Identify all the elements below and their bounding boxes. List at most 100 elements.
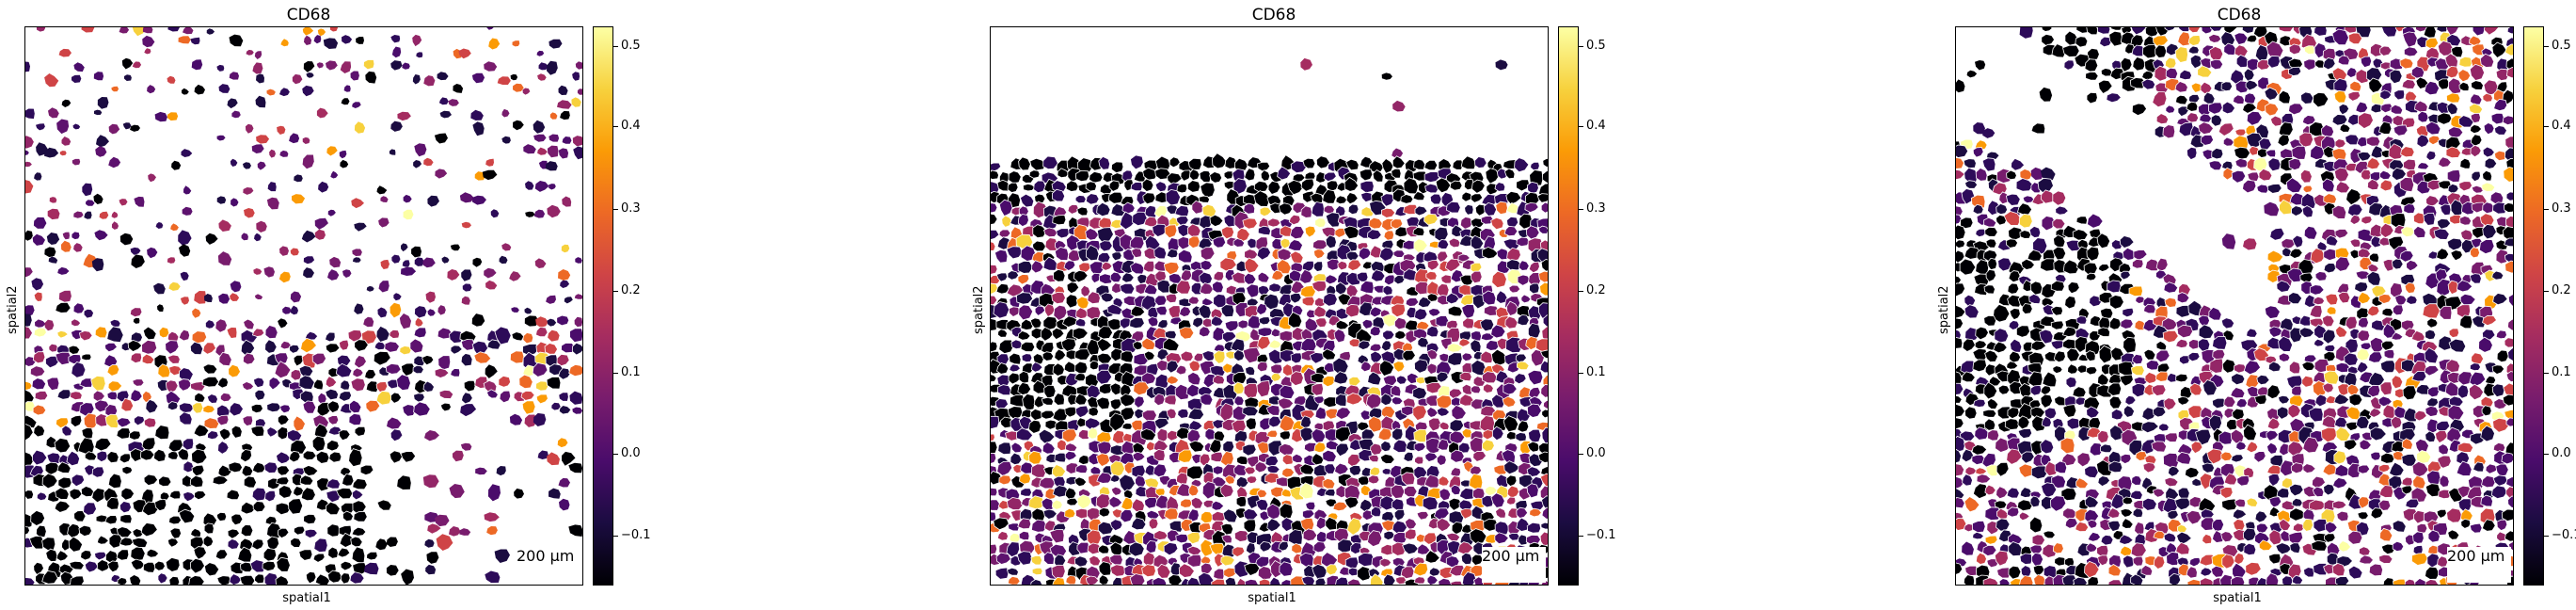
cell [1525, 225, 1540, 240]
cell [2269, 115, 2283, 127]
cell [2291, 145, 2307, 160]
cell [1368, 160, 1385, 173]
cell [1390, 384, 1402, 397]
cell [1199, 169, 1212, 183]
cell [1090, 272, 1102, 284]
cell [204, 294, 213, 302]
cell [2107, 280, 2122, 294]
cell [2258, 168, 2273, 182]
cell [2380, 452, 2395, 464]
cell [490, 209, 500, 218]
cell [2151, 384, 2167, 396]
cell [1141, 409, 1157, 422]
cell [2052, 217, 2066, 230]
cell [484, 363, 499, 379]
cell [280, 39, 289, 47]
cell [1056, 228, 1071, 239]
cell [2266, 336, 2282, 350]
cell [2235, 441, 2247, 451]
cell [2039, 87, 2053, 102]
cell [1536, 193, 1548, 203]
cell [2009, 308, 2021, 321]
cell [288, 498, 304, 515]
cell [1335, 195, 1348, 205]
cell [1221, 534, 1232, 544]
cell [2019, 230, 2032, 239]
cell [423, 75, 436, 87]
cell [533, 134, 547, 142]
cell [155, 222, 164, 229]
cell [1483, 305, 1500, 316]
cell [1199, 282, 1215, 296]
cell [2345, 162, 2359, 172]
cell [1175, 472, 1188, 485]
cell [1097, 521, 1115, 536]
cell [2075, 216, 2088, 225]
cell [2312, 486, 2325, 498]
cell [1369, 326, 1381, 337]
cell [1175, 533, 1189, 544]
cell [2120, 453, 2132, 465]
cell [544, 343, 559, 355]
cell [2220, 531, 2234, 543]
cell [2482, 314, 2498, 327]
cell [1154, 168, 1171, 181]
cell [1337, 538, 1355, 554]
cell [2288, 66, 2302, 76]
cell [1244, 272, 1257, 285]
cell [1300, 415, 1312, 429]
cell [46, 452, 62, 466]
cell [1110, 486, 1122, 496]
cell [1439, 567, 1454, 580]
cell [1054, 348, 1067, 362]
cell [509, 271, 521, 281]
cell [1280, 488, 1294, 498]
cell [2301, 375, 2314, 388]
cell [1972, 483, 1989, 500]
cell [1066, 497, 1079, 506]
cell [1517, 274, 1531, 286]
cell [996, 179, 1010, 192]
cell [2492, 201, 2506, 215]
cell [1017, 260, 1034, 274]
cell [2448, 395, 2464, 408]
cell [1190, 496, 1204, 509]
cell [168, 281, 181, 291]
cell [348, 412, 362, 426]
cell [1089, 465, 1102, 475]
cell [1033, 180, 1047, 194]
cell [302, 154, 314, 169]
cell [1230, 338, 1246, 352]
cell [1246, 475, 1258, 485]
cell [2346, 462, 2361, 479]
cell [2123, 554, 2137, 569]
cell [2331, 562, 2345, 577]
cell [1186, 223, 1201, 238]
cell [351, 198, 364, 209]
cell [2504, 136, 2513, 151]
cell [1185, 383, 1202, 398]
cell [1132, 451, 1146, 462]
cell [1219, 483, 1234, 498]
cell [2401, 476, 2413, 487]
cell [2471, 170, 2481, 183]
cell [414, 143, 427, 157]
cell [354, 222, 367, 232]
cell [218, 84, 231, 93]
cell [2333, 450, 2347, 465]
cell [363, 562, 379, 575]
cell [2232, 94, 2245, 104]
cell [1505, 190, 1522, 205]
cell [1505, 496, 1517, 506]
cell [2189, 54, 2203, 70]
cell [2404, 46, 2419, 57]
cell [2266, 429, 2280, 441]
cell [1482, 429, 1495, 441]
cell [1435, 177, 1452, 194]
cell [1085, 181, 1097, 192]
cell [1524, 201, 1539, 214]
cell [2504, 337, 2513, 348]
cell [1495, 290, 1508, 304]
cell [278, 414, 290, 426]
cell [323, 38, 339, 49]
